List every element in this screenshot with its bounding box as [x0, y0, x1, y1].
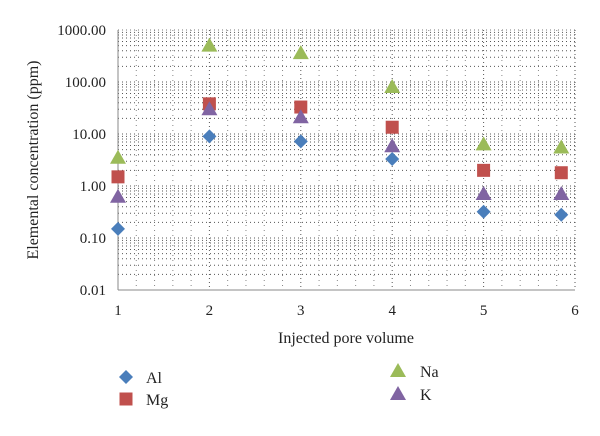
data-point-na — [384, 79, 401, 94]
data-point-na — [475, 136, 492, 151]
legend-item-na: Na — [390, 363, 439, 381]
y-tick-label: 10.00 — [72, 127, 106, 143]
legend-label-al: Al — [146, 370, 163, 387]
data-point-al — [554, 207, 569, 222]
data-point-na — [110, 149, 126, 164]
y-tick-label: 0.10 — [80, 231, 106, 247]
legend-marker-al — [119, 370, 133, 384]
data-point-mg — [554, 166, 568, 180]
data-point-na — [292, 45, 309, 60]
data-point-mg — [294, 100, 308, 114]
legend-marker-na — [390, 363, 406, 377]
data-point-k — [553, 186, 570, 201]
grid-lines — [117, 29, 576, 290]
x-tick-label: 6 — [571, 303, 579, 319]
data-point-mg — [385, 120, 399, 134]
legend-item-al: Al — [119, 370, 163, 387]
x-tick-label: 3 — [297, 303, 305, 319]
x-tick-label: 1 — [114, 303, 122, 319]
data-point-k — [201, 101, 218, 116]
data-point-al — [293, 134, 308, 149]
data-point-k — [475, 186, 492, 201]
legend-marker-mg — [119, 392, 133, 406]
x-tick-label: 5 — [480, 303, 488, 319]
data-point-al — [385, 152, 400, 167]
legend-item-k: K — [390, 386, 432, 404]
data-point-k — [292, 109, 309, 124]
data-point-na — [201, 37, 218, 52]
y-tick-label: 1.00 — [80, 179, 106, 195]
legend-label-mg: Mg — [146, 392, 168, 409]
data-point-al — [202, 129, 217, 144]
data-points — [110, 37, 570, 236]
y-axis-title: Elemental concentration (ppm) — [25, 60, 42, 259]
data-point-mg — [477, 163, 491, 177]
x-axis-title: Injected pore volume — [278, 330, 414, 347]
legend-item-mg: Mg — [119, 392, 168, 409]
data-point-al — [476, 204, 491, 219]
legend-label-na: Na — [420, 364, 439, 381]
x-tick-label: 2 — [206, 303, 214, 319]
y-tick-label: 100.00 — [65, 75, 106, 91]
plot-area-background — [118, 30, 575, 290]
data-point-mg — [111, 170, 125, 184]
data-point-k — [110, 188, 126, 203]
data-point-al — [111, 221, 125, 236]
data-point-na — [553, 139, 570, 154]
legend-label-k: K — [420, 387, 432, 404]
legend: Al Mg Na K — [119, 363, 439, 409]
data-point-k — [384, 138, 401, 153]
y-tick-label: 1000.00 — [57, 23, 106, 39]
tick-labels: 0.01 0.10 1.00 10.00 100.00 1000.00 1 2 3 4 5 6 — [57, 23, 579, 319]
y-tick-label: 0.01 — [80, 283, 106, 299]
x-tick-label: 4 — [388, 303, 396, 319]
legend-marker-k — [390, 386, 406, 400]
